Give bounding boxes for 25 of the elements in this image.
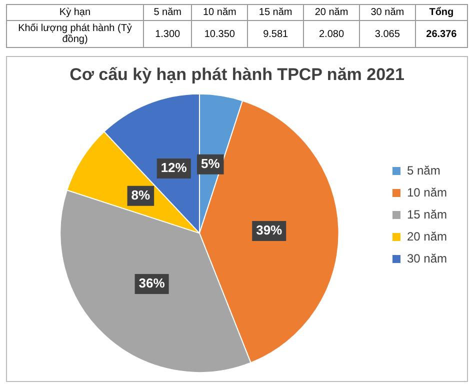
text: 2.080 [304,20,360,48]
data-label: 39% [256,222,283,238]
legend-label: 30 năm [406,251,448,266]
data-label: 8% [131,187,151,202]
text: 26.376 [426,28,457,40]
legend-label: 15 năm [406,207,448,222]
text: Tổng [415,4,468,20]
legend-label: 20 năm [406,229,448,244]
legend-label: 10 năm [406,185,448,200]
text: 3.065 [359,20,416,48]
chart-title: Cơ cấu kỳ hạn phát hành TPCP năm 2021 [70,64,404,84]
data-label: 5% [200,156,220,171]
category-label: 15 năm [258,7,292,18]
legend-label: 5 năm [406,163,440,178]
category-label: 30 năm [370,7,404,18]
data-label: 36% [138,276,166,291]
category-label: 5 năm [154,7,182,18]
data-label: 12% [160,160,188,176]
text: 10.350 [192,20,248,48]
text: Kỳ hạn [6,4,144,20]
text: 1.300 [144,20,192,48]
text: Khối lượng phát hành (Tỷ đồng) [6,20,144,48]
category-label: 20 năm [314,7,348,18]
category-label: 10 năm [202,7,236,18]
text: 9.581 [248,20,304,48]
